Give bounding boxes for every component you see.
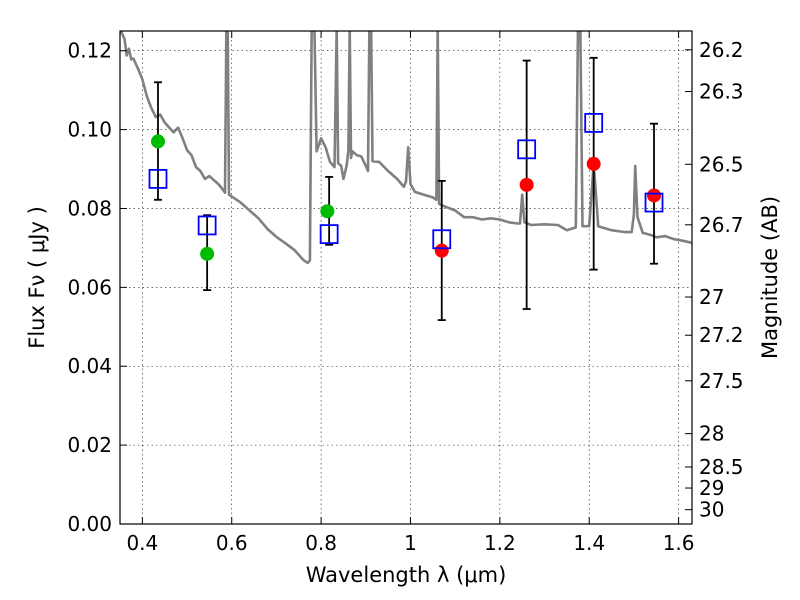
x-tick-label: 0.6 <box>216 531 248 555</box>
model-photometry-point <box>432 229 452 250</box>
observed-optical-point <box>320 204 335 219</box>
x-tick-label: 1.4 <box>573 531 605 555</box>
right-tick-label: 30 <box>699 498 724 522</box>
right-tick-label: 26.5 <box>699 152 744 176</box>
y-tick-label: 0.02 <box>67 433 112 457</box>
x-tick-label: 1.2 <box>484 531 516 555</box>
y-tick-label: 0.10 <box>67 118 112 142</box>
model-photometry-point <box>644 192 664 213</box>
model-photometry-point <box>148 168 168 189</box>
observed-nir-point <box>647 188 662 203</box>
x-tick-label: 0.8 <box>305 531 337 555</box>
right-tick-label: 29 <box>699 476 724 500</box>
y-tick-label: 0.06 <box>67 275 112 299</box>
model-photometry-point <box>197 215 217 236</box>
right-tick-label: 26.3 <box>699 80 744 104</box>
model-photometry-point <box>584 112 604 133</box>
observed-optical-point <box>150 134 165 149</box>
tick-layer: 0.4 0.6 0.8 1 1.2 1.4 1.6 0.00 0.02 0.04 0.06 0.08 0… <box>67 31 744 555</box>
right-tick-label: 26.2 <box>699 38 744 62</box>
x-axis-title: Wavelength λ (μm) <box>306 563 507 587</box>
model-spectrum-layer <box>120 31 692 265</box>
x-tick-label: 1.6 <box>663 531 695 555</box>
y-axis-title: Flux Fν ( μJy ) <box>25 206 49 349</box>
right-tick-label: 27.5 <box>699 369 744 393</box>
right-tick-label: 27 <box>699 285 724 309</box>
y-tick-label: 0.00 <box>67 512 112 536</box>
model-photometry-point <box>517 139 537 160</box>
grid <box>120 31 692 525</box>
model-photometry-point <box>319 224 339 245</box>
right-tick-label: 26.7 <box>699 213 744 237</box>
marker-layer <box>148 112 664 261</box>
right-tick-label: 28 <box>699 422 724 446</box>
x-tick-label: 1 <box>404 531 417 555</box>
right-axis-title: Magnitude (AB) <box>758 196 782 359</box>
observed-nir-point <box>586 156 601 171</box>
observed-nir-point <box>434 243 449 258</box>
y-tick-label: 0.08 <box>67 196 112 220</box>
y-tick-label: 0.04 <box>67 354 112 378</box>
y-tick-label: 0.12 <box>67 39 112 63</box>
x-tick-label: 0.4 <box>126 531 158 555</box>
model-spectrum-line <box>120 31 692 265</box>
plot-frame <box>119 30 693 525</box>
observed-nir-point <box>519 177 534 192</box>
right-tick-label: 28.5 <box>699 455 744 479</box>
right-tick-label: 27.2 <box>699 323 744 347</box>
observed-optical-point <box>200 246 215 261</box>
